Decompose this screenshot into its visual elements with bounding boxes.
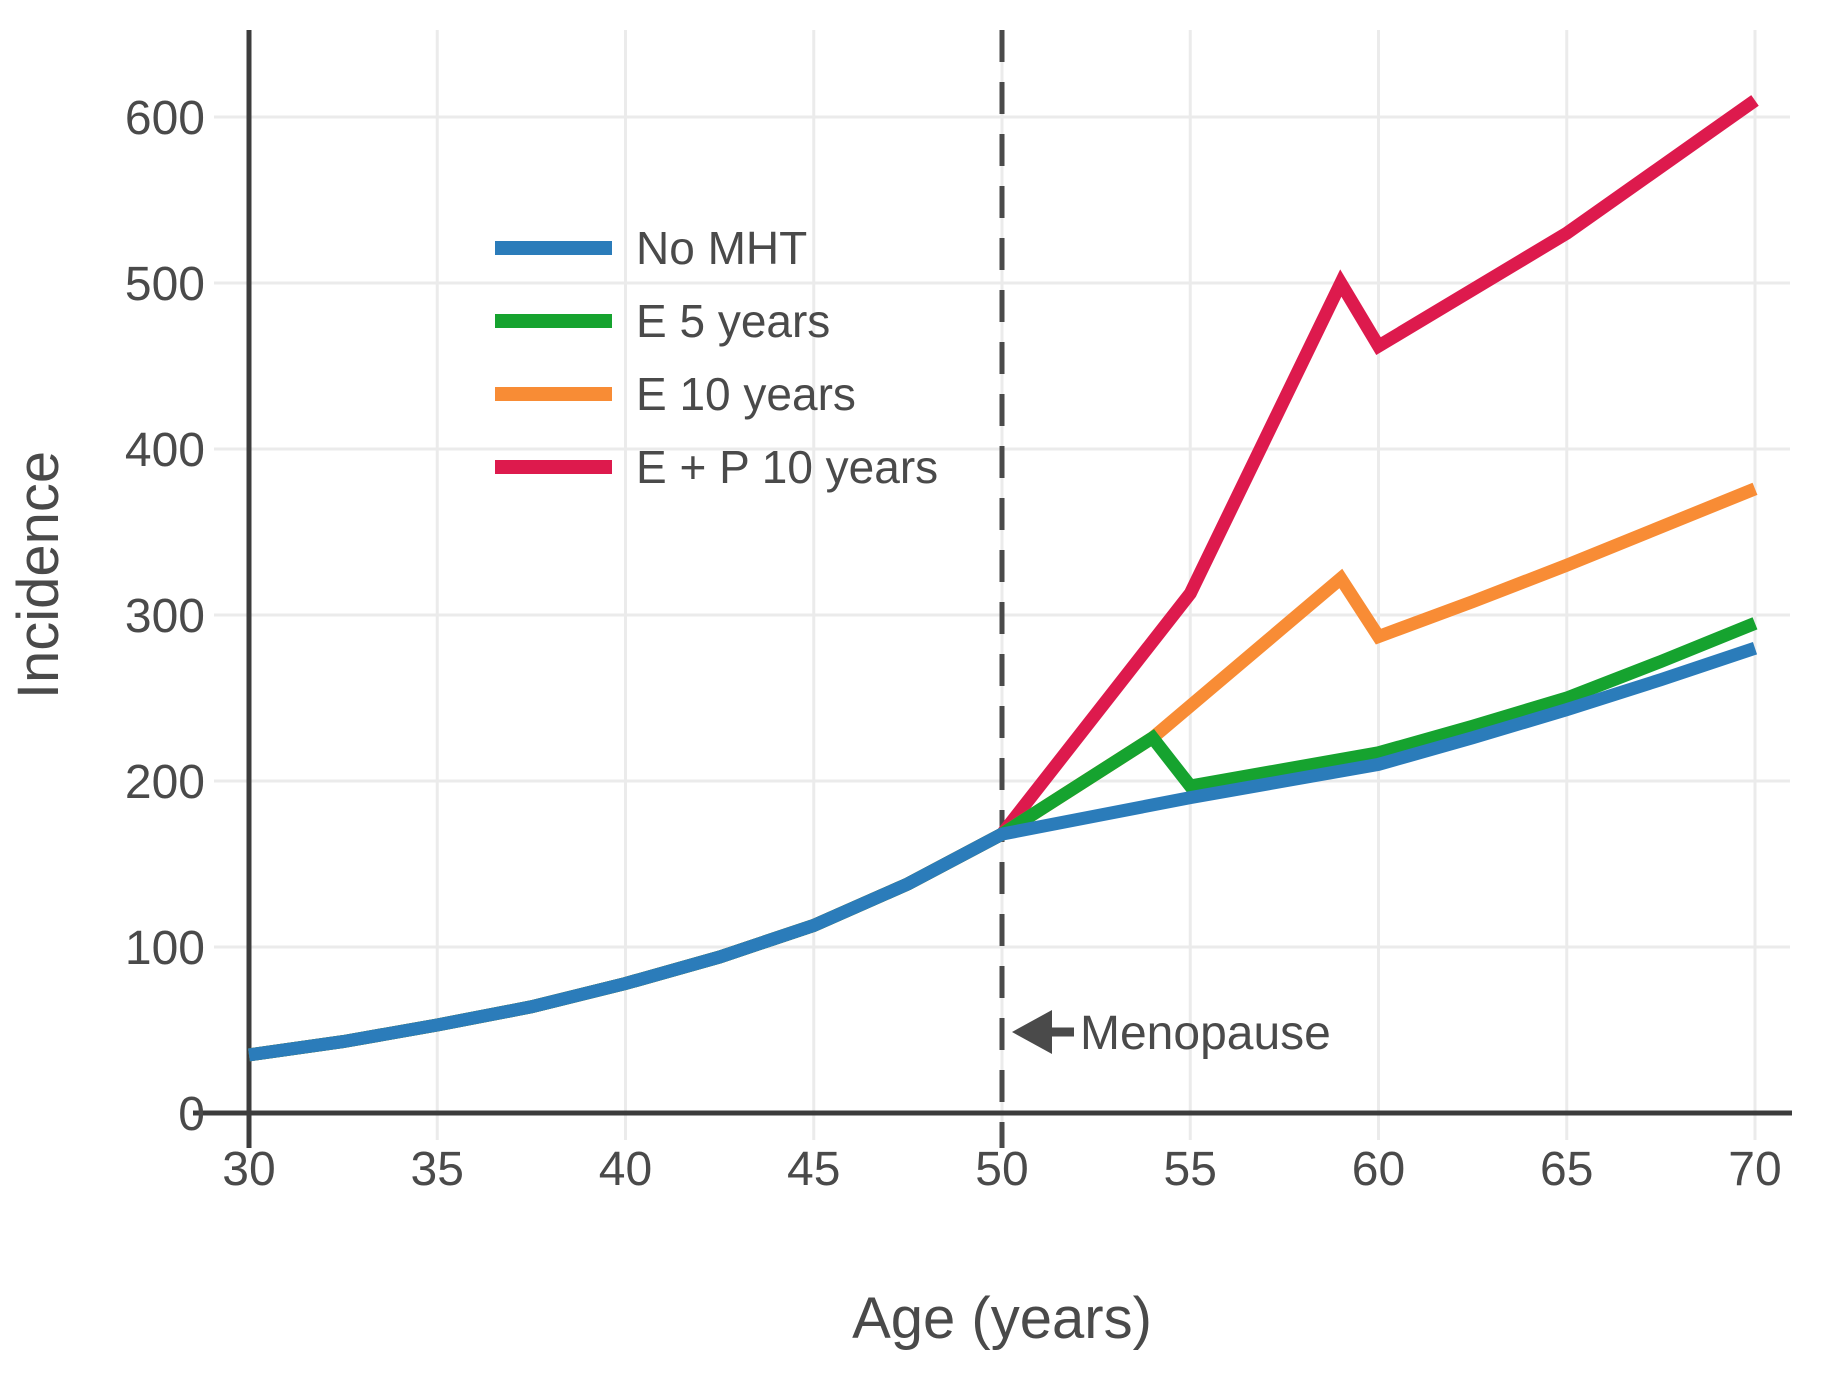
- x-tick-label-60: 60: [1352, 1143, 1405, 1196]
- x-tick-label-50: 50: [975, 1143, 1028, 1196]
- y-tick-label-200: 200: [125, 756, 205, 809]
- series-lines: [248, 95, 1759, 1062]
- x-tick-label-55: 55: [1164, 1143, 1217, 1196]
- tick-labels: 30 35 40 45 50 55 60 65 70 0 100 200 300 400 500 600: [125, 92, 1782, 1196]
- y-tick-label-600: 600: [125, 92, 205, 145]
- x-tick-label-45: 45: [787, 1143, 840, 1196]
- y-tick-label-400: 400: [125, 424, 205, 477]
- x-tick-label-70: 70: [1728, 1143, 1781, 1196]
- legend-item-e-p-10-years: E + P 10 years: [495, 441, 938, 493]
- arrow-left-icon: [1012, 1010, 1052, 1054]
- menopause-annotation: Menopause: [1012, 1007, 1331, 1060]
- y-tick-label-0: 0: [178, 1088, 205, 1141]
- series-line-no-mht: [248, 642, 1758, 1062]
- legend: No MHT E 5 years E 10 years E + P 10 years: [495, 222, 938, 493]
- x-tick-label-35: 35: [411, 1143, 464, 1196]
- x-tick-label-30: 30: [222, 1143, 275, 1196]
- legend-label: No MHT: [636, 222, 807, 274]
- legend-label: E 5 years: [636, 295, 830, 347]
- legend-label: E + P 10 years: [636, 441, 938, 493]
- annotation-label: Menopause: [1080, 1007, 1331, 1060]
- legend-item-e-5-years: E 5 years: [495, 295, 830, 347]
- x-axis-title: Age (years): [852, 1286, 1152, 1351]
- y-axis-title: Incidence: [6, 451, 71, 699]
- legend-item-e-10-years: E 10 years: [495, 368, 856, 420]
- legend-label: E 10 years: [636, 368, 856, 420]
- y-tick-label-300: 300: [125, 590, 205, 643]
- y-tick-label-500: 500: [125, 258, 205, 311]
- x-tick-label-40: 40: [599, 1143, 652, 1196]
- x-tick-label-65: 65: [1540, 1143, 1593, 1196]
- y-tick-label-100: 100: [125, 922, 205, 975]
- legend-item-no-mht: No MHT: [495, 222, 807, 274]
